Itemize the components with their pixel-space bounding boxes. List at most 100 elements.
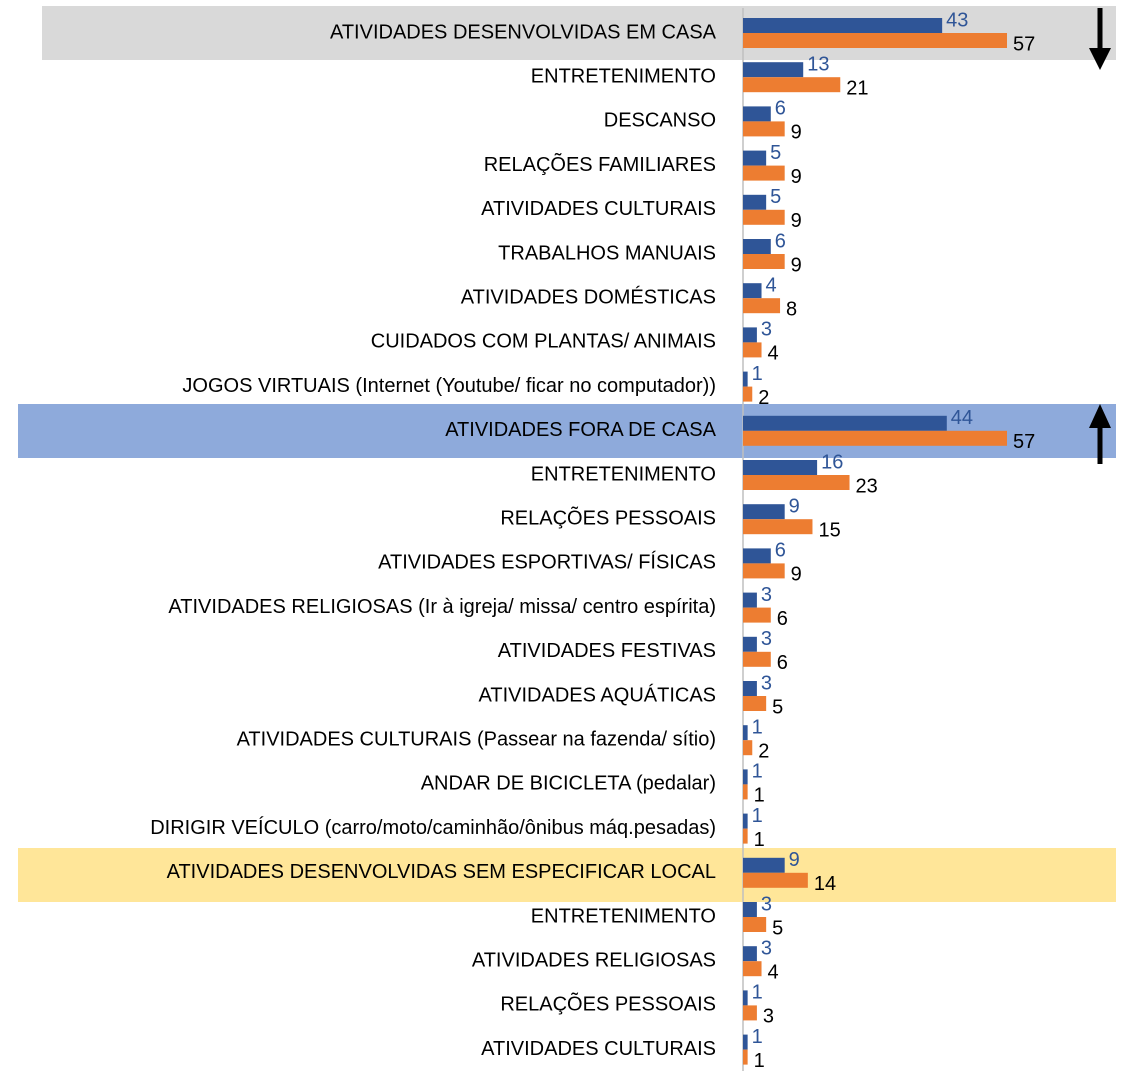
value-label: 1: [752, 363, 763, 385]
value-label: 5: [772, 917, 783, 939]
bar: [743, 1005, 757, 1021]
value-label: 16: [821, 451, 843, 473]
category-label: ATIVIDADES RELIGIOSAS (Ir à igreja/ miss…: [168, 596, 716, 618]
category-label: ATIVIDADES FORA DE CASA: [445, 419, 716, 441]
bar: [743, 607, 771, 623]
bar: [743, 33, 1007, 48]
bar: [743, 239, 771, 254]
bar: [743, 740, 753, 756]
bar: [743, 106, 771, 122]
bar: [743, 946, 757, 962]
value-label: 1: [754, 1050, 765, 1071]
bar: [743, 548, 771, 564]
bar: [743, 857, 785, 873]
value-label: 3: [761, 937, 772, 959]
bar: [743, 828, 748, 844]
bar: [743, 121, 785, 137]
category-label: JOGOS VIRTUAIS (Internet (Youtube/ ficar…: [182, 375, 716, 397]
category-label: ATIVIDADES AQUÁTICAS: [479, 683, 716, 706]
bar: [743, 784, 748, 800]
value-label: 8: [786, 298, 797, 320]
category-label: ENTRETENIMENTO: [531, 905, 716, 927]
bar: [743, 460, 818, 475]
bar: [743, 415, 947, 431]
bar: [743, 902, 757, 917]
bar: [743, 342, 762, 358]
category-label: ATIVIDADES DOMÉSTICAS: [461, 285, 716, 308]
value-label: 1: [752, 1026, 763, 1048]
value-label: 1: [754, 785, 765, 807]
category-label: ATIVIDADES DESENVOLVIDAS EM CASA: [330, 21, 717, 43]
bar: [743, 298, 781, 314]
arrow-up: [1089, 404, 1111, 464]
category-label: ATIVIDADES RELIGIOSAS: [472, 949, 716, 971]
bar: [743, 150, 767, 166]
category-label: ATIVIDADES FESTIVAS: [498, 640, 716, 662]
value-label: 4: [766, 274, 777, 296]
bar: [743, 1034, 748, 1050]
value-label: 6: [775, 230, 786, 252]
value-label: 5: [770, 142, 781, 164]
bar: [743, 327, 757, 343]
value-label: 2: [758, 387, 769, 409]
bar: [743, 18, 943, 33]
bar: [743, 62, 804, 78]
value-label: 1: [752, 805, 763, 827]
category-label: ATIVIDADES CULTURAIS: [481, 198, 716, 220]
category-label: DIRIGIR VEÍCULO (carro/moto/caminhão/ôni…: [150, 816, 716, 839]
bar: [743, 917, 767, 932]
value-label: 3: [761, 319, 772, 341]
category-label: ATIVIDADES DESENVOLVIDAS SEM ESPECIFICAR…: [167, 861, 716, 883]
value-label: 9: [791, 210, 802, 232]
value-label: 3: [761, 584, 772, 606]
bar: [743, 371, 748, 387]
category-label: ANDAR DE BICICLETA (pedalar): [421, 773, 716, 795]
value-label: 6: [777, 608, 788, 630]
value-label: 13: [807, 53, 829, 75]
category-label: RELAÇÕES PESSOAIS: [500, 505, 716, 529]
bar: [743, 990, 748, 1006]
bar: [743, 430, 1007, 446]
value-label: 57: [1013, 431, 1035, 453]
bar: [743, 209, 785, 225]
bar: [743, 769, 748, 785]
value-label: 2: [758, 740, 769, 762]
value-label: 1: [752, 761, 763, 783]
bar: [743, 636, 757, 652]
bar: [743, 696, 767, 711]
bar: [743, 504, 785, 520]
value-label: 9: [789, 849, 800, 871]
bar: [743, 283, 762, 299]
category-label: RELAÇÕES PESSOAIS: [500, 992, 716, 1016]
value-label: 9: [791, 564, 802, 586]
value-label: 3: [761, 672, 772, 694]
value-label: 43: [946, 9, 968, 31]
category-label: ATIVIDADES CULTURAIS: [481, 1038, 716, 1060]
bar: [743, 563, 785, 579]
bar: [743, 813, 748, 829]
category-label: ATIVIDADES CULTURAIS (Passear na fazenda…: [237, 728, 716, 750]
value-label: 57: [1013, 33, 1035, 55]
value-label: 6: [775, 540, 786, 562]
bar: [743, 475, 850, 490]
value-label: 9: [789, 495, 800, 517]
value-label: 3: [761, 893, 772, 915]
value-label: 1: [752, 716, 763, 738]
arrow-down: [1089, 8, 1111, 70]
bar: [743, 254, 785, 269]
bar: [743, 725, 748, 741]
value-label: 14: [814, 873, 836, 895]
band-unspecified: [18, 848, 1116, 902]
bar: [743, 961, 762, 977]
bar: [743, 872, 808, 888]
value-label: 4: [768, 961, 779, 983]
category-label: TRABALHOS MANUAIS: [498, 242, 716, 264]
bar: [743, 386, 753, 402]
bar: [743, 77, 841, 93]
bar: [743, 681, 757, 696]
category-label: CUIDADOS COM PLANTAS/ ANIMAIS: [371, 331, 716, 353]
bar: [743, 165, 785, 181]
bar: [743, 1049, 748, 1065]
bar: [743, 651, 771, 667]
